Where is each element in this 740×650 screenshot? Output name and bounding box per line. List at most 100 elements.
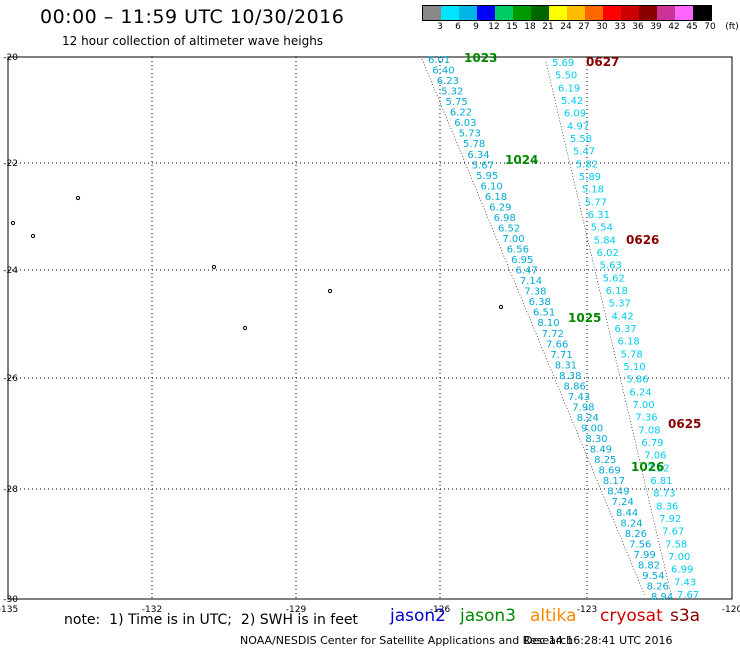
scale-swatch xyxy=(657,6,675,20)
wave-height-value: 5.37 xyxy=(609,299,631,310)
wave-height-value: 8.31 xyxy=(555,360,577,371)
wave-height-value: 5.18 xyxy=(582,185,604,196)
scale-swatch xyxy=(621,6,639,20)
wave-height-value: 8.69 xyxy=(599,466,621,477)
satellite-cryosat: cryosat xyxy=(600,606,663,626)
note-text: note: 1) Time is in UTC; 2) SWH is in fe… xyxy=(64,612,358,628)
wave-height-value: 5.78 xyxy=(463,139,485,150)
wave-height-value: 9.00 xyxy=(581,424,603,435)
scale-label: 24 xyxy=(560,22,572,32)
longitude-label: -129 xyxy=(286,605,307,615)
track-a-track-line xyxy=(421,58,646,597)
wave-height-value: 6.34 xyxy=(467,150,489,161)
wave-height-value: 5.82 xyxy=(576,159,598,170)
wave-height-value: 8.49 xyxy=(607,487,629,498)
scale-label: 45 xyxy=(686,22,698,32)
island-marker xyxy=(75,195,81,201)
wave-height-value: 6.40 xyxy=(432,66,454,77)
wave-height-value: 4.42 xyxy=(612,311,634,322)
wave-height-value: 6.18 xyxy=(606,286,628,297)
wave-height-value: 6.24 xyxy=(629,387,651,398)
wave-height-value: 8.94 xyxy=(651,592,673,603)
wave-height-value: 6.52 xyxy=(498,223,520,234)
wave-height-value: 6.02 xyxy=(597,248,619,259)
wave-height-value: 5.42 xyxy=(561,96,583,107)
wave-height-value: 7.98 xyxy=(572,402,594,413)
scale-label: 9 xyxy=(473,22,479,32)
wave-height-value: 5.69 xyxy=(552,58,574,69)
wave-height-value: 7.66 xyxy=(546,339,568,350)
wave-height-value: 5.10 xyxy=(623,362,645,373)
wave-height-value: 6.22 xyxy=(450,108,472,119)
wave-height-value: 5.67 xyxy=(472,160,494,171)
scale-label: 70 xyxy=(704,22,716,32)
scale-swatch xyxy=(459,6,477,20)
island-marker xyxy=(30,233,36,239)
wave-height-value: 6.95 xyxy=(511,255,533,266)
scale-swatch xyxy=(513,6,531,20)
wave-height-value: 8.26 xyxy=(647,581,669,592)
scale-swatch xyxy=(441,6,459,20)
scale-label: 30 xyxy=(596,22,608,32)
wave-height-value: 7.67 xyxy=(677,590,699,601)
latitude-label: -24 xyxy=(3,266,18,276)
longitude-label: -135 xyxy=(0,605,18,615)
wave-height-value: 5.89 xyxy=(579,172,601,183)
wave-height-value: 6.09 xyxy=(564,109,586,120)
wave-height-value: 8.24 xyxy=(577,413,599,424)
wave-height-value: 7.58 xyxy=(665,539,687,550)
scale-swatch xyxy=(423,6,441,20)
island-marker xyxy=(10,220,16,226)
scale-swatch xyxy=(603,6,621,20)
scale-label: 18 xyxy=(524,22,536,32)
scale-label: 3 xyxy=(437,22,443,32)
longitude-label: -132 xyxy=(142,605,162,615)
island-marker xyxy=(327,288,333,294)
scale-swatch xyxy=(549,6,567,20)
map-title: 00:00 – 11:59 UTC 10/30/2016 xyxy=(40,6,345,28)
satellite-altika: altika xyxy=(530,606,577,626)
wave-height-value: 7.43 xyxy=(568,392,590,403)
track-b-track-line xyxy=(545,61,672,595)
scale-label: 6 xyxy=(455,22,461,32)
wave-height-value: 5.54 xyxy=(591,223,613,234)
island-marker xyxy=(242,325,248,331)
color-scale-bar xyxy=(422,5,712,21)
satellite-s3a: s3a xyxy=(670,606,701,626)
wave-height-value: 8.82 xyxy=(638,560,660,571)
wave-height-value: 7.71 xyxy=(550,350,572,361)
wave-height-value: 6.81 xyxy=(650,476,672,487)
map-frame xyxy=(7,56,733,600)
wave-height-value: 5.58 xyxy=(570,134,592,145)
wave-height-value: 7.00 xyxy=(632,400,654,411)
wave-height-value: 6.18 xyxy=(617,337,639,348)
wave-height-value: 7.14 xyxy=(520,276,542,287)
wave-height-value: 7.36 xyxy=(635,413,657,424)
latitude-label: -22 xyxy=(3,159,18,169)
wave-height-value: 4.97 xyxy=(567,121,589,132)
wave-height-value: 5.84 xyxy=(594,235,616,246)
scale-label: 33 xyxy=(614,22,626,32)
wave-height-value: 9.54 xyxy=(642,571,664,582)
longitude-label: -126 xyxy=(430,605,451,615)
wave-height-value: 6.29 xyxy=(489,202,511,213)
island-marker xyxy=(498,304,504,310)
scale-unit: (ft) xyxy=(725,22,739,32)
scale-swatch xyxy=(567,6,585,20)
wave-height-value: 8.49 xyxy=(590,445,612,456)
wave-height-value: 8.36 xyxy=(656,501,678,512)
latitude-label: -20 xyxy=(3,53,18,63)
wave-height-value: 5.63 xyxy=(600,261,622,272)
latitude-label: -28 xyxy=(3,485,18,495)
wave-height-value: 7.38 xyxy=(524,287,546,298)
wave-height-value: 5.75 xyxy=(445,97,467,108)
pass-time-label: 1023 xyxy=(464,51,497,65)
scale-swatch xyxy=(477,6,495,20)
wave-height-value: 7.08 xyxy=(638,425,660,436)
scale-swatch xyxy=(675,6,693,20)
wave-height-value: 7.06 xyxy=(644,451,666,462)
wave-height-value: 6.37 xyxy=(615,324,637,335)
wave-height-value: 6.99 xyxy=(671,565,693,576)
wave-height-value: 5.78 xyxy=(620,349,642,360)
